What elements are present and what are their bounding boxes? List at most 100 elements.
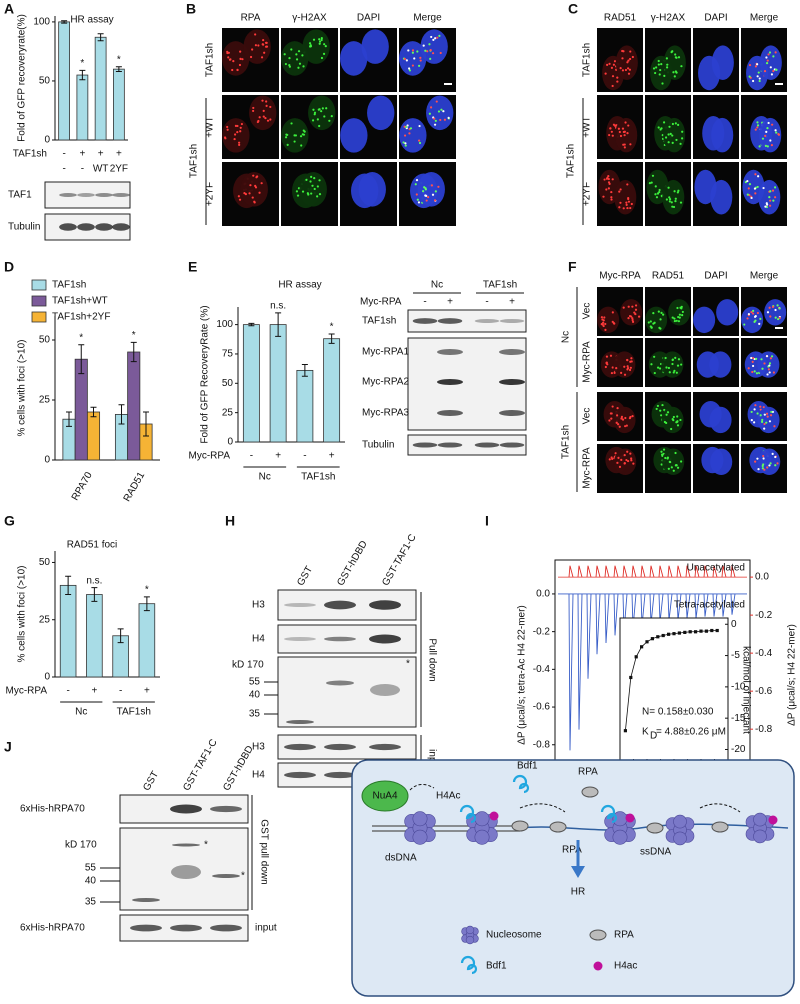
chart-title: HR assay (70, 15, 113, 26)
band (95, 223, 113, 231)
focus (611, 84, 614, 88)
focus (769, 204, 772, 207)
injection-peak (712, 593, 718, 617)
focus (619, 188, 622, 191)
data-point (634, 655, 638, 659)
y-tick-label: -5 (731, 650, 740, 661)
focus (260, 56, 264, 59)
data-point (661, 633, 665, 638)
focus (772, 55, 775, 58)
panel-label: H (225, 513, 235, 529)
focus (612, 63, 615, 66)
focus (254, 33, 257, 36)
focus (765, 130, 768, 133)
blot-label: Myc-RPA2 (362, 377, 409, 388)
focus (667, 467, 670, 470)
focus (418, 124, 421, 128)
focus (626, 359, 629, 362)
focus (316, 118, 319, 121)
error-bar (275, 312, 282, 337)
focus (771, 305, 775, 309)
focus (313, 187, 316, 191)
focus (439, 118, 442, 122)
x-tick-label: RAD51 (122, 470, 148, 504)
band (324, 743, 356, 751)
data-point (710, 628, 714, 633)
focus (668, 198, 672, 201)
focus (320, 56, 324, 60)
focus (604, 322, 607, 326)
focus (447, 116, 450, 119)
hr-label: HR (571, 887, 585, 898)
row-name: Myc-RPA (360, 297, 402, 308)
focus (760, 358, 763, 361)
nucleus (758, 448, 781, 475)
focus (615, 124, 618, 127)
nucleosome (753, 812, 767, 827)
focus (620, 417, 623, 420)
injection-peak (586, 565, 592, 578)
focus (239, 57, 242, 60)
focus (770, 73, 774, 76)
focus (677, 123, 680, 126)
focus (607, 177, 610, 181)
focus (416, 198, 419, 201)
focus (650, 326, 653, 329)
nucleus (620, 299, 643, 326)
focus (619, 134, 623, 138)
focus (764, 144, 767, 147)
injection-peak (694, 565, 700, 578)
bar (86, 594, 103, 678)
focus (626, 206, 629, 210)
focus (766, 466, 769, 469)
injection-peak (613, 593, 619, 636)
focus (767, 121, 770, 125)
focus (652, 322, 655, 325)
focus (674, 56, 677, 59)
focus (753, 320, 756, 323)
focus (766, 145, 769, 148)
y-tick-label: 75 (222, 349, 234, 360)
focus (679, 142, 682, 145)
focus (627, 197, 630, 201)
row-mark: 2YF (110, 164, 128, 175)
focus (756, 412, 759, 415)
group-label: TAF1sh (566, 144, 577, 178)
focus (436, 36, 439, 39)
focus (284, 62, 287, 66)
focus (631, 317, 634, 320)
focus (262, 38, 265, 42)
h4ac (768, 815, 778, 825)
error-bar (66, 411, 72, 427)
error-bar (79, 69, 86, 81)
focus (619, 67, 622, 70)
bar (138, 603, 156, 678)
focus (765, 56, 768, 59)
row-mark: + (447, 297, 453, 308)
focus (672, 71, 675, 74)
y-tick-label: -0.2 (533, 626, 551, 637)
focus (604, 328, 607, 332)
focus (418, 141, 422, 145)
nucleus (764, 299, 787, 326)
focus (758, 79, 761, 83)
focus (615, 421, 618, 424)
column-header: Merge (750, 271, 779, 282)
focus (650, 181, 653, 184)
focus (310, 192, 313, 195)
focus (657, 63, 660, 66)
nucleus (710, 179, 733, 215)
focus (676, 420, 679, 423)
injection-peak (568, 565, 574, 578)
row-mark: - (485, 297, 488, 308)
focus (616, 80, 619, 83)
focus (254, 184, 257, 187)
focus (609, 127, 612, 130)
focus (756, 121, 759, 124)
rpa (589, 929, 607, 941)
focus (249, 55, 253, 59)
band (324, 600, 356, 610)
blot-label: H4 (252, 770, 265, 781)
star: * (406, 659, 410, 670)
focus (627, 59, 630, 62)
